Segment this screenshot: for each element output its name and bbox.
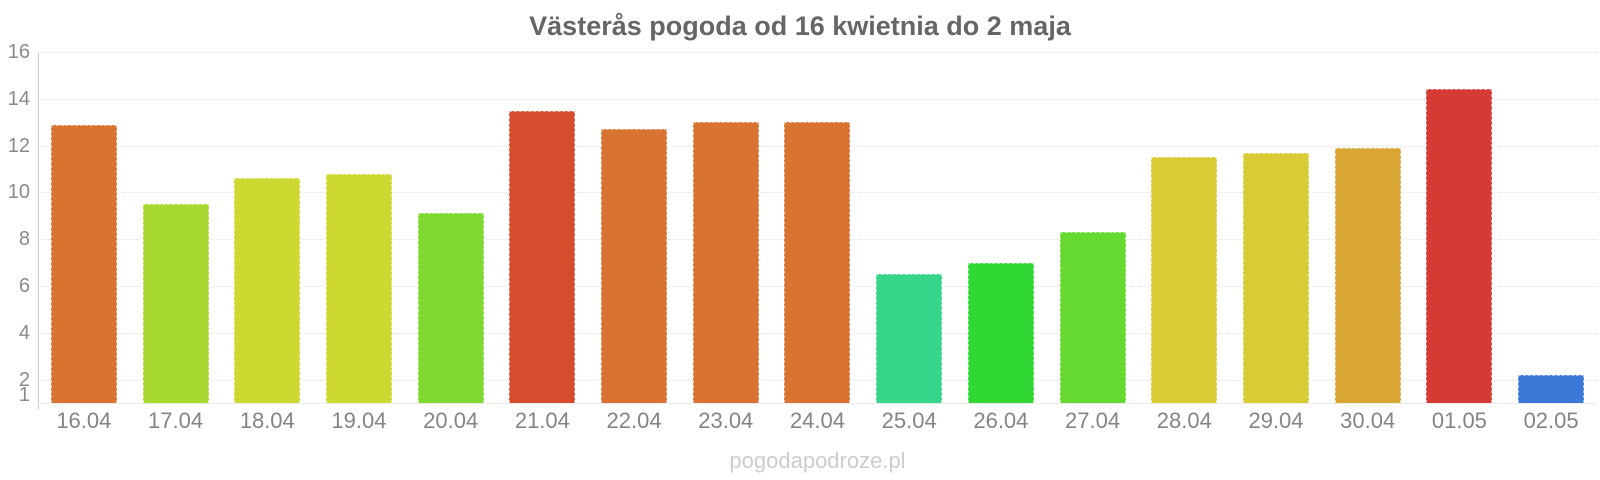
bar-slot xyxy=(1322,52,1414,403)
x-axis-label-16.04: 16.04 xyxy=(56,408,112,433)
bar-26.04[interactable] xyxy=(967,262,1034,403)
x-axis-label-19.04: 19.04 xyxy=(331,408,387,433)
x-axis-label-17.04: 17.04 xyxy=(148,408,204,433)
bar-01.05[interactable] xyxy=(1426,89,1493,403)
y-axis-tick-label: 4 xyxy=(18,321,30,344)
bar-29.04[interactable] xyxy=(1242,152,1309,403)
bar-slot xyxy=(1047,52,1139,403)
bar-slot xyxy=(130,52,222,403)
x-axis-label-20.04: 20.04 xyxy=(423,408,479,433)
bar-slot xyxy=(405,52,497,403)
gridline xyxy=(38,98,1597,100)
x-axis-label-29.04: 29.04 xyxy=(1248,408,1304,433)
bar-slot xyxy=(588,52,680,403)
bar-24.04[interactable] xyxy=(784,122,851,403)
x-axis-label-27.04: 27.04 xyxy=(1065,408,1121,433)
bar-22.04[interactable] xyxy=(601,129,668,403)
bar-slot xyxy=(497,52,589,403)
x-axis-label-25.04: 25.04 xyxy=(881,408,937,433)
y-axis-tick-label: 12 xyxy=(7,134,30,157)
x-axis-label-24.04: 24.04 xyxy=(789,408,845,433)
bar-21.04[interactable] xyxy=(509,110,576,403)
bar-slot xyxy=(1230,52,1322,403)
y-axis-tick-label: 14 xyxy=(7,87,30,110)
bars-row xyxy=(38,52,1597,403)
y-axis-tick-label: 16 xyxy=(7,41,30,63)
bar-slot xyxy=(313,52,405,403)
y-axis-tick-label: 1 xyxy=(18,384,30,407)
x-axis-label-02.05: 02.05 xyxy=(1523,408,1579,433)
bar-slot xyxy=(221,52,313,403)
bar-slot xyxy=(1505,52,1597,403)
bar-19.04[interactable] xyxy=(325,173,392,403)
bar-30.04[interactable] xyxy=(1334,147,1401,403)
x-axis-labels: 16.04 17.04 18.04 19.04 20.04 21.04 22.04 23.04… xyxy=(38,407,1597,435)
y-axis-tick-label: 8 xyxy=(18,228,30,251)
x-axis-label-28.04: 28.04 xyxy=(1156,408,1212,433)
bar-slot xyxy=(955,52,1047,403)
x-axis-label-26.04: 26.04 xyxy=(973,408,1029,433)
bar-slot xyxy=(1138,52,1230,403)
y-axis-line xyxy=(38,52,39,409)
bar-27.04[interactable] xyxy=(1059,232,1126,403)
bar-20.04[interactable] xyxy=(417,213,484,403)
chart-title: Västerås pogoda od 16 kwietnia do 2 maja xyxy=(529,11,1071,41)
bar-slot xyxy=(1414,52,1506,403)
x-axis-label-18.04: 18.04 xyxy=(239,408,295,433)
x-axis-label-23.04: 23.04 xyxy=(698,408,754,433)
y-axis-tick-label: 10 xyxy=(7,181,30,204)
x-axis-label-01.05: 01.05 xyxy=(1431,408,1487,433)
plot-area xyxy=(38,52,1597,404)
bar-slot xyxy=(38,52,130,403)
bar-slot xyxy=(863,52,955,403)
bar-18.04[interactable] xyxy=(234,178,301,403)
gridline xyxy=(38,52,1597,53)
bar-02.05[interactable] xyxy=(1518,374,1585,403)
bar-25.04[interactable] xyxy=(876,274,943,403)
bar-16.04[interactable] xyxy=(50,124,117,403)
x-axis-label-30.04: 30.04 xyxy=(1340,408,1396,433)
y-axis-tick-label: 2 xyxy=(18,368,30,391)
bar-17.04[interactable] xyxy=(142,204,209,403)
bar-slot xyxy=(680,52,772,403)
x-axis-label-22.04: 22.04 xyxy=(606,408,662,433)
bar-slot xyxy=(772,52,864,403)
watermark: pogodapodroze.pl xyxy=(729,448,906,473)
x-axis-label-21.04: 21.04 xyxy=(514,408,570,433)
bar-28.04[interactable] xyxy=(1151,157,1218,403)
y-axis-labels: 16 14 12 10 8 6 4 2 1 xyxy=(0,42,30,407)
bar-23.04[interactable] xyxy=(692,122,759,403)
y-axis-tick-label: 6 xyxy=(18,275,30,297)
